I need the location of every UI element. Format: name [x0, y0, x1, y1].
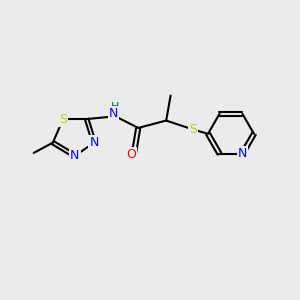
Text: N: N [238, 147, 247, 160]
Text: S: S [189, 123, 197, 136]
Text: H: H [110, 102, 119, 112]
Text: S: S [59, 112, 67, 126]
Text: O: O [126, 148, 136, 161]
Text: N: N [109, 107, 118, 120]
Text: N: N [89, 136, 99, 149]
Text: N: N [70, 149, 80, 162]
